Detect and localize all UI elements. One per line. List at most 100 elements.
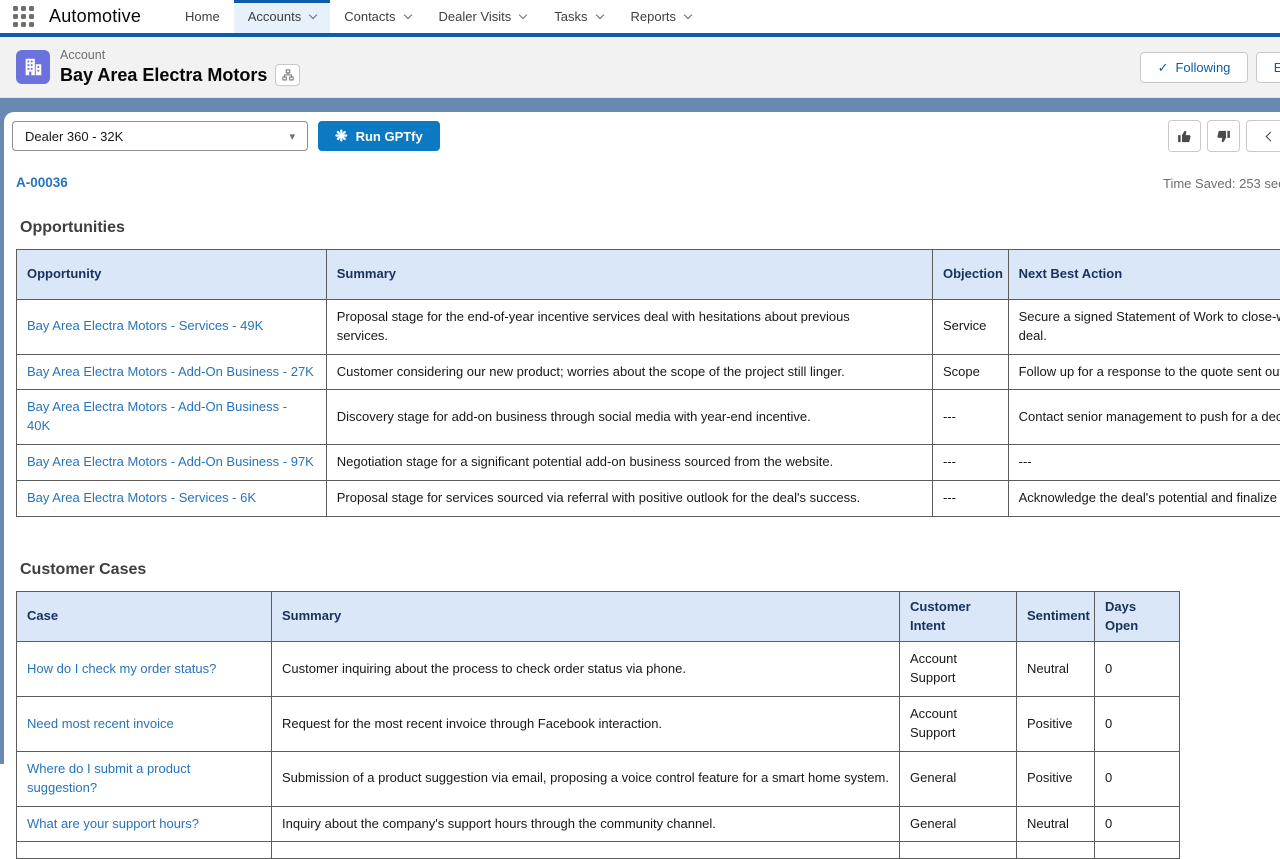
dropdown-arrow-icon: ▾ xyxy=(289,130,295,143)
table-cell: 0 xyxy=(1095,806,1180,842)
gptfy-pinwheel-icon: ❋ xyxy=(335,129,348,144)
column-header: Case xyxy=(17,591,272,642)
table-cell: --- xyxy=(932,480,1008,516)
global-nav: Automotive Home Accounts Contacts Dealer… xyxy=(0,0,1280,33)
case-link[interactable]: What are your support hours? xyxy=(27,816,199,831)
tab-home[interactable]: Home xyxy=(171,0,234,33)
opportunities-heading: Opportunities xyxy=(20,219,1280,237)
app-name: Automotive xyxy=(49,6,141,27)
chevron-down-icon xyxy=(519,11,527,19)
table-row: Bay Area Electra Motors - Add-On Busines… xyxy=(17,445,1280,481)
opportunity-link[interactable]: Bay Area Electra Motors - Services - 6K xyxy=(27,490,256,505)
table-row: Need most recent invoice Request for the… xyxy=(17,697,1180,752)
gptfy-toolbar: Dealer 360 - 32K ▾ ❋ Run GPTfy xyxy=(12,120,1280,152)
table-cell: Proposal stage for the end-of-year incen… xyxy=(326,299,932,354)
nav-tabs: Home Accounts Contacts Dealer Visits Tas… xyxy=(171,0,705,33)
page-header: Account Bay Area Electra Motors ✓ Follow… xyxy=(0,37,1280,98)
customer-cases-table: Case Summary Customer Intent Sentiment D… xyxy=(16,591,1180,859)
case-link[interactable]: Need most recent invoice xyxy=(27,716,174,731)
table-header-row: Opportunity Summary Objection Next Best … xyxy=(17,250,1280,300)
column-header: Summary xyxy=(272,591,900,642)
record-id-link[interactable]: A-00036 xyxy=(16,175,68,190)
time-saved-text: Time Saved: 253 sec xyxy=(1163,176,1280,191)
table-row: How do I check my order status? Customer… xyxy=(17,642,1180,697)
table-cell: Acknowledge the deal's potential and fin… xyxy=(1008,480,1280,516)
table-cell: Proposal stage for services sourced via … xyxy=(326,480,932,516)
record-pager xyxy=(1246,120,1280,152)
table-cell xyxy=(1017,842,1095,859)
column-header: Sentiment xyxy=(1017,591,1095,642)
table-cell: Secure a signed Statement of Work to clo… xyxy=(1008,299,1280,354)
chevron-down-icon xyxy=(309,11,317,19)
previous-button[interactable] xyxy=(1247,121,1280,151)
table-row xyxy=(17,842,1180,859)
record-meta-row: A-00036 Time Saved: 253 sec xyxy=(12,174,1280,192)
table-row: Bay Area Electra Motors - Add-On Busines… xyxy=(17,354,1280,390)
table-cell: --- xyxy=(932,445,1008,481)
tab-tasks[interactable]: Tasks xyxy=(540,0,616,33)
table-cell: General xyxy=(900,806,1017,842)
content-card: Dealer 360 - 32K ▾ ❋ Run GPTfy xyxy=(4,112,1280,774)
table-cell: Discovery stage for add-on business thro… xyxy=(326,390,932,445)
app-launcher-icon[interactable] xyxy=(13,6,34,27)
table-cell: Where do I submit a product suggestion? xyxy=(17,751,272,806)
tab-contacts[interactable]: Contacts xyxy=(330,0,424,33)
table-cell: 0 xyxy=(1095,751,1180,806)
table-cell: Contact senior management to push for a … xyxy=(1008,390,1280,445)
opportunity-link[interactable]: Bay Area Electra Motors - Add-On Busines… xyxy=(27,398,313,436)
table-cell: 0 xyxy=(1095,697,1180,752)
table-cell: Negotiation stage for a significant pote… xyxy=(326,445,932,481)
table-cell: Bay Area Electra Motors - Services - 49K xyxy=(17,299,327,354)
table-row: Bay Area Electra Motors - Services - 49K… xyxy=(17,299,1280,354)
chevron-down-icon xyxy=(595,11,603,19)
opportunities-table: Opportunity Summary Objection Next Best … xyxy=(16,249,1280,517)
column-header: Days Open xyxy=(1095,591,1180,642)
table-cell: Customer inquiring about the process to … xyxy=(272,642,900,697)
column-header: Objection xyxy=(932,250,1008,300)
tab-label: Accounts xyxy=(248,9,301,24)
thumbs-down-icon xyxy=(1215,128,1232,145)
table-cell: --- xyxy=(932,390,1008,445)
account-hierarchy-icon[interactable] xyxy=(275,64,300,86)
table-cell: Account Support xyxy=(900,697,1017,752)
opportunity-link[interactable]: Bay Area Electra Motors - Add-On Busines… xyxy=(27,454,314,469)
column-header: Next Best Action xyxy=(1008,250,1280,300)
thumbs-up-button[interactable] xyxy=(1168,120,1201,152)
tab-accounts[interactable]: Accounts xyxy=(234,0,330,33)
table-cell: Neutral xyxy=(1017,642,1095,697)
chevron-down-icon xyxy=(403,11,411,19)
table-cell: General xyxy=(900,751,1017,806)
run-gptfy-button[interactable]: ❋ Run GPTfy xyxy=(318,121,440,151)
tab-reports[interactable]: Reports xyxy=(617,0,706,33)
thumbs-up-icon xyxy=(1176,128,1193,145)
table-header-row: Case Summary Customer Intent Sentiment D… xyxy=(17,591,1180,642)
prompt-select[interactable]: Dealer 360 - 32K ▾ xyxy=(12,121,308,151)
table-cell: Follow up for a response to the quote se… xyxy=(1008,354,1280,390)
feedback-buttons xyxy=(1168,120,1240,152)
table-cell: Bay Area Electra Motors - Services - 6K xyxy=(17,480,327,516)
prompt-select-value: Dealer 360 - 32K xyxy=(25,129,123,144)
opportunity-link[interactable]: Bay Area Electra Motors - Add-On Busines… xyxy=(27,364,314,379)
edit-button[interactable]: Edit xyxy=(1256,52,1280,83)
table-row: Bay Area Electra Motors - Services - 6K … xyxy=(17,480,1280,516)
case-link[interactable]: How do I check my order status? xyxy=(27,661,216,676)
table-cell: 0 xyxy=(1095,642,1180,697)
table-cell: What are your support hours? xyxy=(17,806,272,842)
table-cell xyxy=(272,842,900,859)
tab-label: Contacts xyxy=(344,9,395,24)
table-cell: Positive xyxy=(1017,697,1095,752)
table-cell: Request for the most recent invoice thro… xyxy=(272,697,900,752)
following-button[interactable]: ✓ Following xyxy=(1140,52,1248,83)
table-cell: Scope xyxy=(932,354,1008,390)
case-link[interactable]: Where do I submit a product suggestion? xyxy=(27,761,190,795)
table-cell: Neutral xyxy=(1017,806,1095,842)
table-cell: Service xyxy=(932,299,1008,354)
tab-label: Home xyxy=(185,9,220,24)
tab-dealer-visits[interactable]: Dealer Visits xyxy=(425,0,541,33)
tab-label: Reports xyxy=(631,9,677,24)
table-cell: Inquiry about the company's support hour… xyxy=(272,806,900,842)
run-gptfy-label: Run GPTfy xyxy=(356,129,423,144)
thumbs-down-button[interactable] xyxy=(1207,120,1240,152)
table-cell: How do I check my order status? xyxy=(17,642,272,697)
opportunity-link[interactable]: Bay Area Electra Motors - Services - 49K xyxy=(27,318,263,333)
